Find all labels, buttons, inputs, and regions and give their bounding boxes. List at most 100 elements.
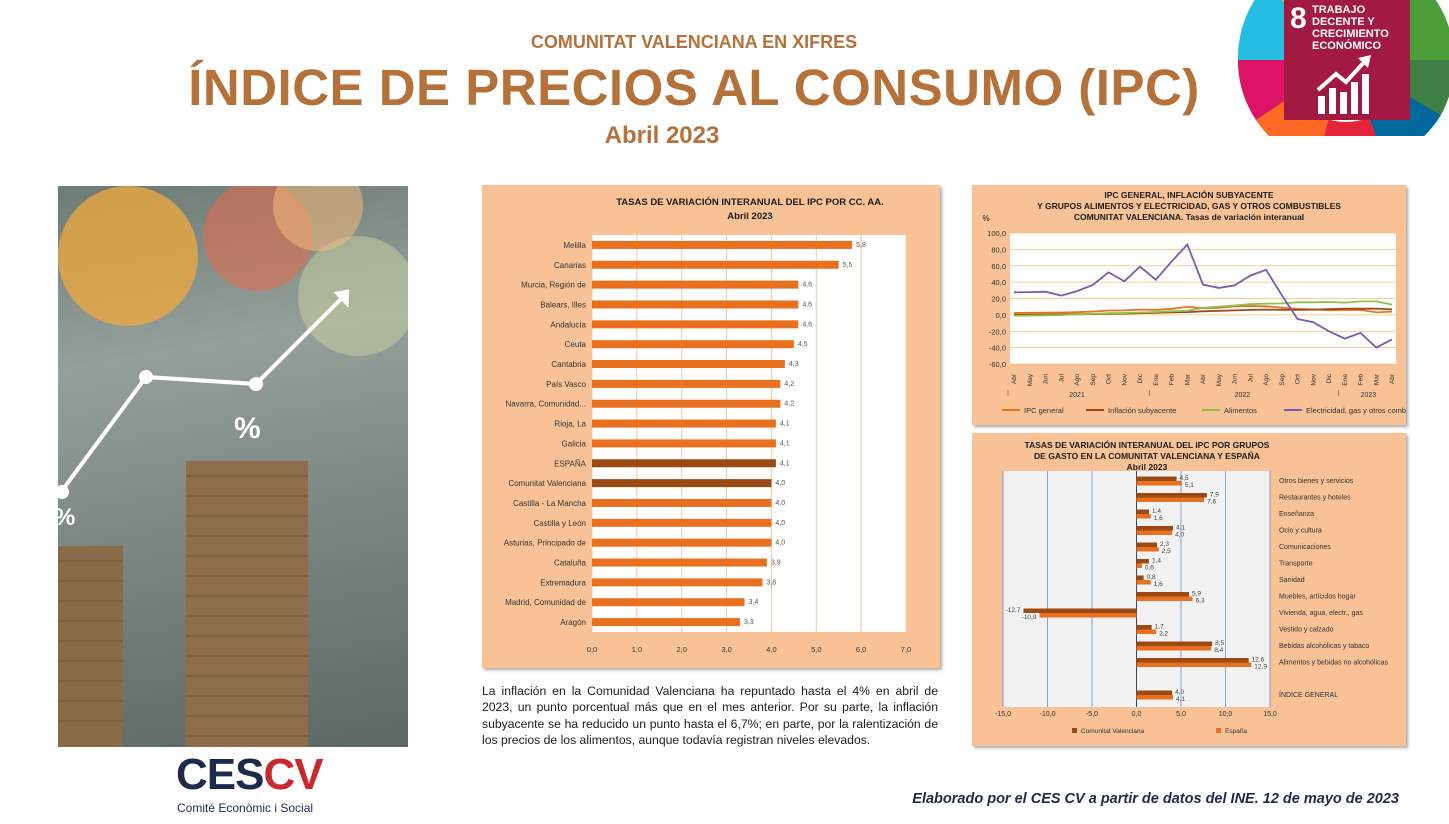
ccaa-chart-panel: TASAS DE VARIACIÓN INTERANUAL DEL IPC PO… (482, 185, 940, 668)
line-year-label: 2021 (1069, 392, 1085, 399)
line-x-tick-label: Abr (1011, 373, 1018, 384)
ccaa-value-label: 4,6 (802, 282, 812, 289)
groups-value-label-es: -10,9 (1022, 614, 1037, 621)
line-chart-title-2: Y GRUPOS ALIMENTOS Y ELECTRICIDAD, GAS Y… (1037, 201, 1341, 211)
ccaa-chart-title: TASAS DE VARIACIÓN INTERANUAL DEL IPC PO… (616, 196, 884, 208)
ccaa-tick-label: 7,0 (901, 645, 911, 654)
ccaa-category-label: Asturias, Principado de (504, 539, 587, 548)
logo-ces: CES (176, 750, 264, 799)
trend-arrow-icon (58, 292, 348, 498)
ccaa-bar (592, 280, 799, 289)
line-series (1013, 242, 1393, 349)
ccaa-value-label: 3,9 (771, 560, 781, 567)
line-x-tick-label: Feb (1169, 374, 1176, 386)
line-x-tick-label: Dic (1137, 373, 1144, 383)
groups-value-label-cv: -12,7 (1006, 607, 1021, 614)
line-x-tick-label: Oct (1106, 374, 1113, 384)
groups-bar-es (1136, 547, 1159, 552)
groups-category-label: Restaurantes y hoteles (1279, 495, 1351, 502)
line-legend-label: IPC general (1024, 406, 1064, 415)
ccaa-value-label: 4,0 (775, 480, 785, 487)
ccaa-value-label: 3,8 (766, 579, 776, 586)
line-chart-title-3: COMUNITAT VALENCIANA. Tasas de variación… (1074, 212, 1304, 222)
groups-legend-label: España (1225, 728, 1247, 735)
ccaa-tick-label: 1,0 (632, 645, 642, 654)
groups-legend-label: Comunitat Valenciana (1081, 728, 1144, 735)
line-y-tick-label: -20,0 (989, 327, 1006, 336)
ccaa-bar (592, 578, 763, 587)
groups-bar-es (1136, 629, 1157, 634)
line-x-tick-label: Mar (1184, 373, 1191, 385)
groups-value-label-cv: 7,9 (1210, 492, 1219, 499)
groups-value-label-cv: 1,7 (1155, 624, 1164, 631)
line-x-tick-label: Abr (1200, 373, 1207, 384)
ccaa-value-label: 4,2 (784, 401, 794, 408)
groups-value-label-cv: 4,0 (1175, 689, 1184, 696)
ccaa-category-label: Navarra, Comunidad... (506, 400, 586, 409)
ccaa-category-label: Ceuta (565, 340, 587, 349)
groups-value-label-cv: 0,8 (1147, 574, 1156, 581)
ccaa-bar (592, 498, 772, 507)
groups-bar-cv (1136, 690, 1173, 695)
inflation-line-chart-panel: IPC GENERAL, INFLACIÓN SUBYACENTE Y GRUP… (972, 185, 1408, 425)
ccaa-value-label: 4,0 (775, 520, 785, 527)
groups-tick-label: 0,0 (1132, 711, 1142, 718)
groups-value-label-es: 5,1 (1185, 482, 1194, 489)
groups-chart-title-1: TASAS DE VARIACIÓN INTERANUAL DEL IPC PO… (1025, 439, 1270, 450)
groups-category-label: Transporte (1279, 561, 1313, 568)
line-year-label: 2023 (1361, 392, 1377, 399)
groups-bar-chart: TASAS DE VARIACIÓN INTERANUAL DEL IPC PO… (995, 439, 1388, 735)
line-legend-label: Electricidad, gas y otros comb. (1306, 406, 1406, 415)
groups-bar-cv (1136, 526, 1173, 531)
groups-bar-cv (1136, 641, 1213, 646)
ccaa-category-label: ESPAÑA (554, 459, 587, 468)
logo-cv: CV (263, 750, 323, 799)
ccaa-tick-label: 3,0 (721, 645, 731, 654)
groups-value-label-es: 6,3 (1196, 598, 1205, 605)
line-x-tick-label: Nov (1121, 373, 1128, 385)
line-year-label: 2022 (1235, 392, 1251, 399)
groups-bar-cv (1136, 542, 1157, 547)
groups-bar-cv (1136, 509, 1149, 514)
groups-bar-cv (1136, 658, 1249, 663)
line-x-tick-label: May (1216, 373, 1223, 386)
line-chart-ylabel: % (982, 214, 989, 223)
ccaa-chart-subtitle: Abril 2023 (727, 211, 772, 222)
groups-bar-es (1136, 695, 1173, 700)
ccaa-category-label: Cataluña (554, 559, 587, 568)
groups-value-label-es: 2,2 (1159, 631, 1168, 638)
line-y-tick-label: -40,0 (989, 344, 1006, 353)
logo-subtitle: Comité Econòmic i Social (177, 801, 314, 815)
line-y-tick-label: 20,0 (991, 295, 1006, 304)
groups-category-label: Vivienda, agua, electr., gas (1279, 610, 1363, 617)
line-x-tick-label: Sep (1090, 374, 1097, 386)
line-y-tick-label: 40,0 (991, 278, 1006, 287)
groups-bar-cv (1136, 559, 1149, 564)
line-x-tick-label: Feb (1358, 374, 1365, 386)
groups-bar-cv (1136, 476, 1177, 481)
header-kicker: COMUNITAT VALENCIANA EN XIFRES (530, 32, 858, 52)
ccaa-category-label: Canarias (554, 261, 586, 270)
groups-bar-es (1136, 596, 1193, 601)
ccaa-category-label: Madrid, Comunidad de (505, 598, 586, 607)
groups-bar-es (1136, 580, 1151, 585)
groups-bar-cv (1136, 575, 1144, 580)
percent-label: % (234, 412, 261, 445)
coins-photo: % % (58, 186, 408, 747)
ccaa-bar (592, 360, 785, 369)
sdg-number: 8 (1290, 2, 1307, 35)
groups-tick-label: 5,0 (1176, 711, 1186, 718)
ccaa-category-label: Castilla - La Mancha (513, 499, 586, 508)
groups-bar-es (1136, 481, 1182, 486)
line-y-tick-label: -60,0 (989, 360, 1006, 369)
groups-category-label: Comunicaciones (1279, 544, 1331, 551)
line-x-tick-label: May (1027, 373, 1034, 386)
groups-category-label: Enseñanza (1279, 511, 1314, 518)
sdg-goal-box: 8 TRABAJO DECENTE Y CRECIMIENTO ECONÓMIC… (1284, 0, 1410, 120)
ccaa-bar-chart: TASAS DE VARIACIÓN INTERANUAL DEL IPC PO… (504, 196, 911, 654)
line-x-tick-label: Ene (1342, 374, 1349, 386)
groups-chart-panel: TASAS DE VARIACIÓN INTERANUAL DEL IPC PO… (972, 433, 1406, 746)
line-x-tick-label: Mar (1373, 373, 1380, 385)
ccaa-value-label: 4,0 (775, 540, 785, 547)
line-x-tick-label: Ago (1263, 374, 1270, 386)
